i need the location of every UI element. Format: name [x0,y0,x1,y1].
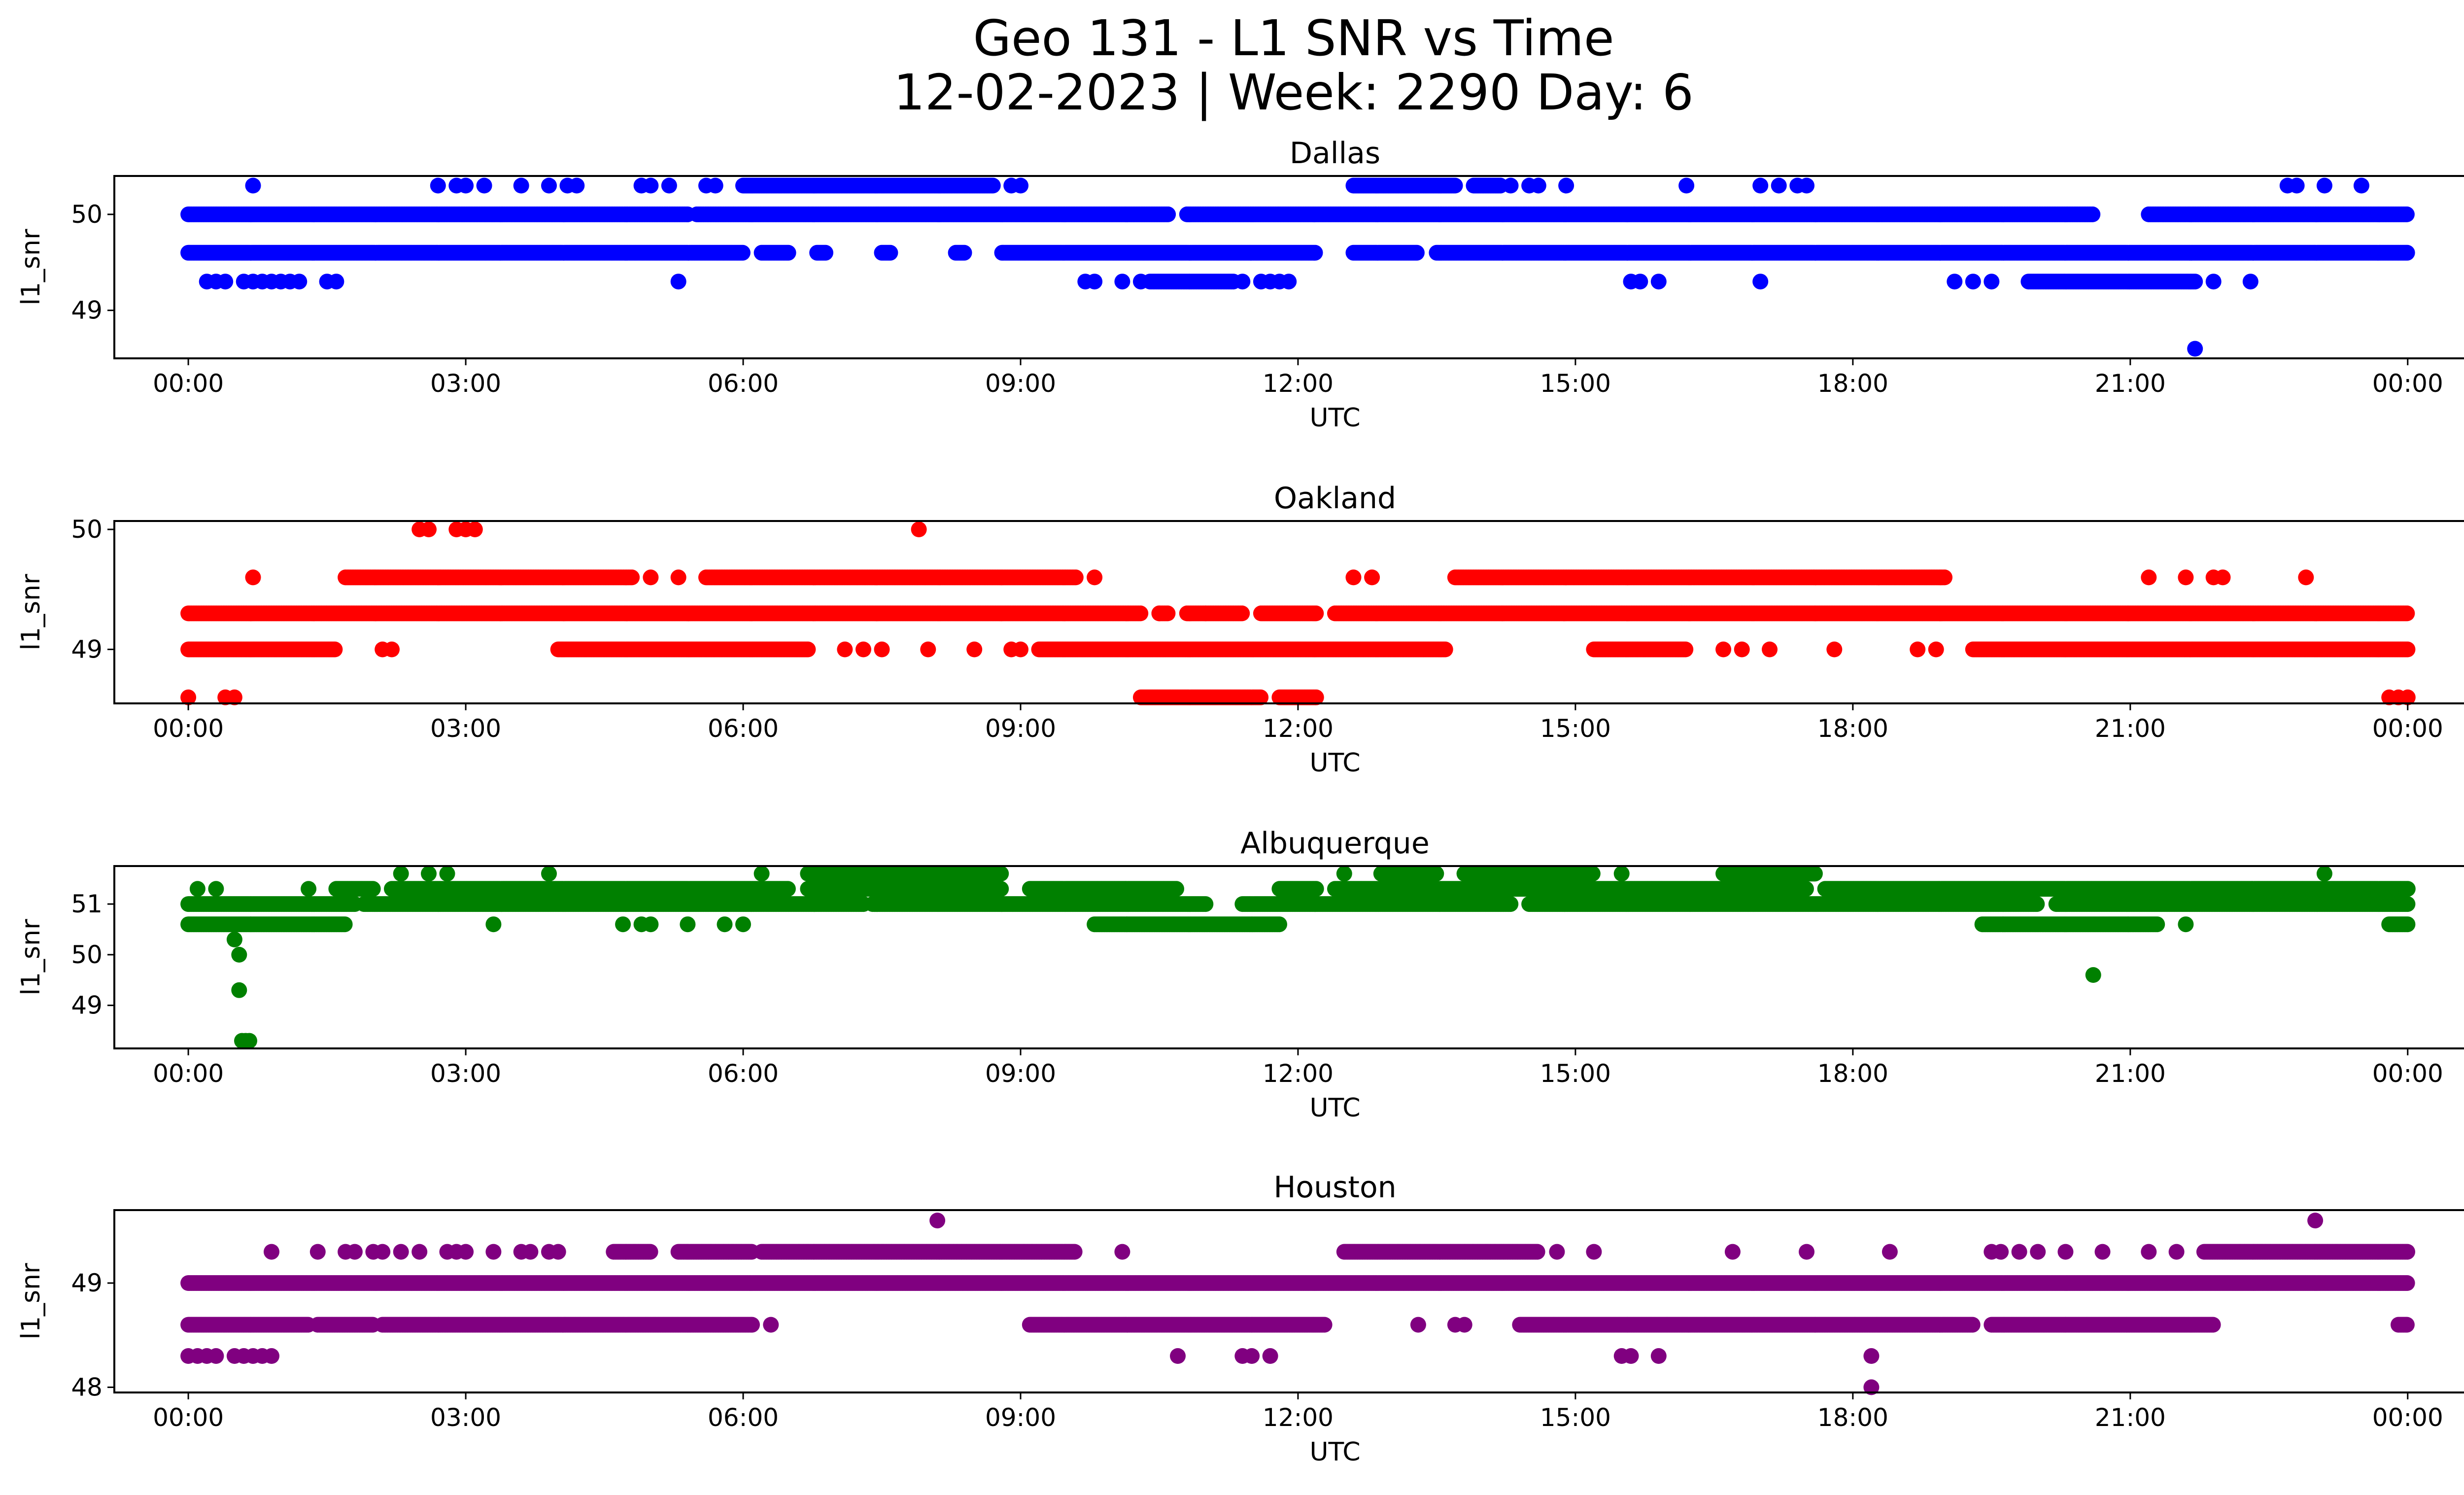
data-point [1965,274,1981,290]
data-point [707,177,723,194]
figure-title-line1: Geo 131 - L1 SNR vs Time [973,9,1614,67]
data-point [2353,177,2369,194]
data-point [1947,274,1963,290]
data-point [1408,244,1425,261]
subplots: Dallas 00:00 03:00 06:00 09:00 12:00 15:00 18:0… [16,136,2464,1467]
data-point [541,177,557,194]
data-point [2085,206,2101,222]
data-point [661,177,677,194]
data-point [985,177,1001,194]
y-tick-label: 50 [71,200,103,229]
data-point [569,177,585,194]
data-point [1160,206,1176,222]
data-point [328,274,344,290]
data-point [1752,177,1769,194]
data-point [1752,274,1769,290]
data-point [800,641,816,658]
plot-frame [113,175,2464,359]
data-point [1308,605,1324,622]
x-tick-label: 06:00 [708,369,779,398]
data-point [1087,274,1103,290]
data-point [291,274,308,290]
data-point [2398,206,2415,222]
x-tick-label: 18:00 [1817,369,1888,398]
data-point [1771,177,1787,194]
data-point [734,244,751,261]
data-point [2399,244,2415,261]
subplot-title: Dallas [1290,136,1380,171]
x-tick-label: 21:00 [2095,369,2166,398]
y-axis-label: l1_snr [16,229,46,306]
data-point [1650,274,1667,290]
data-point [670,274,686,290]
x-tick-label: 00:00 [2372,369,2443,398]
data-point [1307,244,1323,261]
subplot-title: Oakland [1274,481,1396,516]
data-point [327,641,343,658]
data-point [1558,177,1574,194]
data-point [1678,177,1695,194]
data-point [245,177,261,194]
data-point [956,244,972,261]
data-point [2242,274,2259,290]
data-point [2399,605,2415,622]
data-point [1437,641,1453,658]
data-point [1677,641,1694,658]
data-point [1632,274,1648,290]
data-point [1013,177,1028,194]
x-axis-label: UTC [1309,403,1360,433]
series-points [180,522,2416,705]
data-point [2187,274,2203,290]
data-point [1984,274,2000,290]
data-point [1281,274,1297,290]
data-point [1132,274,1149,290]
data-point [2187,341,2203,357]
data-point [780,244,796,261]
y-tick-label: 49 [71,296,103,325]
x-tick-label: 03:00 [430,369,501,398]
data-point [2316,177,2332,194]
x-tick-label: 00:00 [153,369,224,398]
data-point [513,177,529,194]
data-point [818,244,833,261]
x-tick-label: 09:00 [985,369,1056,398]
data-point [1799,177,1814,194]
figure-title-line2: 12-02-2023 | Week: 2290 Day: 6 [893,64,1693,121]
data-point [217,274,234,290]
data-point [1530,177,1546,194]
series-points [180,177,2415,357]
data-point [2289,177,2305,194]
data-point [1503,177,1519,194]
data-point [1114,274,1130,290]
data-point [1447,177,1463,194]
data-point [476,177,492,194]
data-point [2205,274,2222,290]
data-point [1234,605,1250,622]
data-point [1132,605,1149,622]
data-point [1234,274,1251,290]
subplot-dallas: Dallas 00:00 03:00 06:00 09:00 12:00 15:00 18:0… [16,136,2464,433]
x-tick-label: 12:00 [1263,369,1334,398]
data-point [458,177,474,194]
data-point [430,177,446,194]
data-point [643,177,659,194]
x-tick-label: 15:00 [1540,369,1611,398]
data-point [882,244,898,261]
